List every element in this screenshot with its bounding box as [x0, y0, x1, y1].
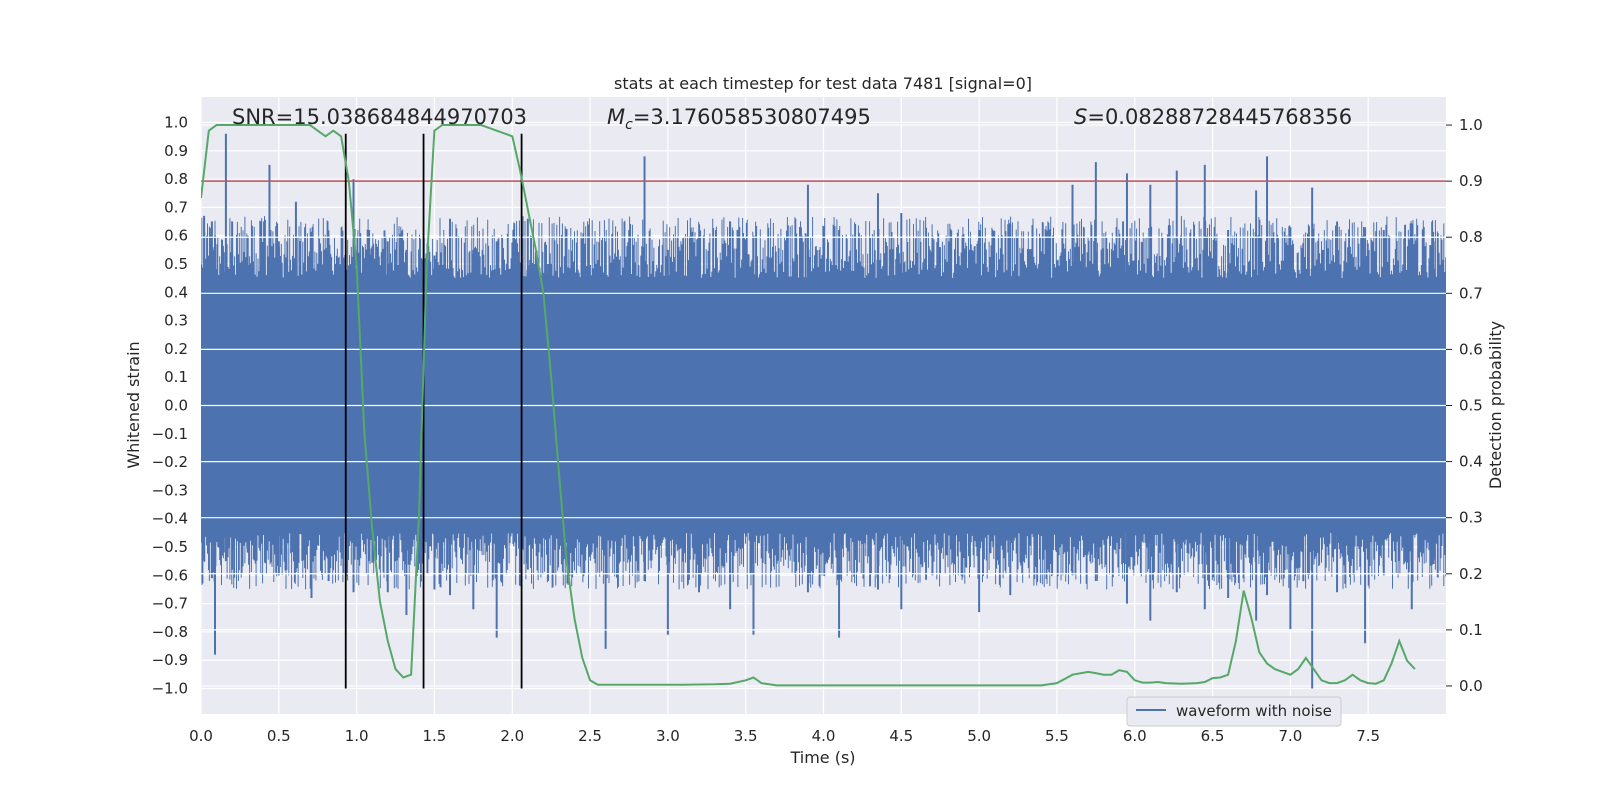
s-annotation: S=0.08288728445768356	[1074, 105, 1352, 129]
x-tick-label: 4.0	[812, 727, 836, 745]
x-tick-label: 7.5	[1356, 727, 1380, 745]
y2-axis-label: Detection probability	[1486, 321, 1505, 489]
s-symbol: S	[1074, 105, 1087, 129]
y-tick-label: −0.4	[152, 510, 188, 528]
y2-tick-label: 0.6	[1459, 340, 1483, 358]
y-tick-label: 0.2	[164, 340, 188, 358]
y2-tick-label: 0.7	[1459, 284, 1483, 302]
y-tick-label: 0.1	[164, 368, 188, 386]
y2-tick-label: 0.9	[1459, 172, 1483, 190]
y-tick-label: 0.0	[164, 397, 188, 415]
y-tick-label: −0.6	[152, 566, 188, 584]
chirp-mass-subscript: c	[625, 117, 633, 133]
x-tick-label: 5.0	[967, 727, 991, 745]
y2-tick-label: 0.8	[1459, 228, 1483, 246]
y-tick-label: −1.0	[152, 680, 188, 698]
x-tick-label: 3.0	[656, 727, 680, 745]
y-tick-label: 0.9	[164, 142, 188, 160]
x-tick-label: 6.5	[1201, 727, 1225, 745]
y-axis-label: Whitened strain	[124, 341, 143, 468]
x-tick-label: 7.0	[1278, 727, 1302, 745]
snr-annotation: SNR=15.038684844970703	[232, 105, 527, 129]
x-tick-label: 2.0	[500, 727, 524, 745]
legend: waveform with noise	[1126, 696, 1342, 727]
y-tick-label: 0.7	[164, 198, 188, 216]
chart-title: stats at each timestep for test data 748…	[614, 74, 1032, 93]
y-tick-label: −0.9	[152, 651, 188, 669]
y-tick-label: −0.1	[152, 425, 188, 443]
x-axis-ticks: 0.0 0.5 1.0 1.5 2.0 2.5 3.0 3.5 4.0 4.5 5.0 5.5 6.0 6…	[189, 727, 1380, 745]
y-tick-label: 0.6	[164, 227, 188, 245]
s-value: =0.08288728445768356	[1087, 105, 1352, 129]
legend-label: waveform with noise	[1176, 702, 1332, 720]
x-tick-label: 2.5	[578, 727, 602, 745]
chirp-mass-symbol: M	[607, 105, 625, 129]
y2-axis-ticks: 1.0 0.9 0.8 0.7 0.6 0.5 0.4 0.3 0.2 0.1 0.0	[1446, 116, 1483, 695]
y-tick-label: −0.8	[152, 623, 188, 641]
y-tick-label: −0.5	[152, 538, 188, 556]
y2-tick-label: 0.3	[1459, 509, 1483, 527]
x-tick-label: 1.0	[345, 727, 369, 745]
vertical-markers	[344, 133, 523, 689]
y-tick-label: 0.3	[164, 312, 188, 330]
y2-tick-label: 0.1	[1459, 621, 1483, 639]
legend-box	[1126, 696, 1342, 727]
detection-probability-line	[201, 124, 1416, 687]
y-tick-label: 0.5	[164, 255, 188, 273]
y-axis-ticks: 1.0 0.9 0.8 0.7 0.6 0.5 0.4 0.3 0.2 0.1 0.0 −0.1 −0.…	[152, 113, 188, 697]
x-tick-label: 5.5	[1045, 727, 1069, 745]
x-tick-label: 1.5	[423, 727, 447, 745]
chirp-mass-annotation: Mc=3.176058530807495	[607, 105, 871, 133]
x-tick-label: 0.5	[267, 727, 291, 745]
y-tick-label: −0.2	[152, 453, 188, 471]
waveform-spikes	[203, 133, 1435, 689]
x-tick-label: 3.5	[734, 727, 758, 745]
y-tick-label: −0.7	[152, 595, 188, 613]
x-tick-label: 0.0	[189, 727, 213, 745]
y2-tick-label: 1.0	[1459, 116, 1483, 134]
y-tick-label: −0.3	[152, 481, 188, 499]
x-tick-label: 4.5	[889, 727, 913, 745]
y2-tick-label: 0.2	[1459, 565, 1483, 583]
x-axis-label: Time (s)	[789, 748, 855, 767]
y2-tick-label: 0.4	[1459, 453, 1483, 471]
x-tick-label: 6.0	[1123, 727, 1147, 745]
y-tick-label: 0.4	[164, 283, 188, 301]
y2-tick-label: 0.5	[1459, 397, 1483, 415]
chirp-mass-value: =3.176058530807495	[633, 105, 871, 129]
y-tick-label: 0.8	[164, 170, 188, 188]
y-tick-label: 1.0	[164, 113, 188, 131]
y2-tick-label: 0.0	[1459, 677, 1483, 695]
